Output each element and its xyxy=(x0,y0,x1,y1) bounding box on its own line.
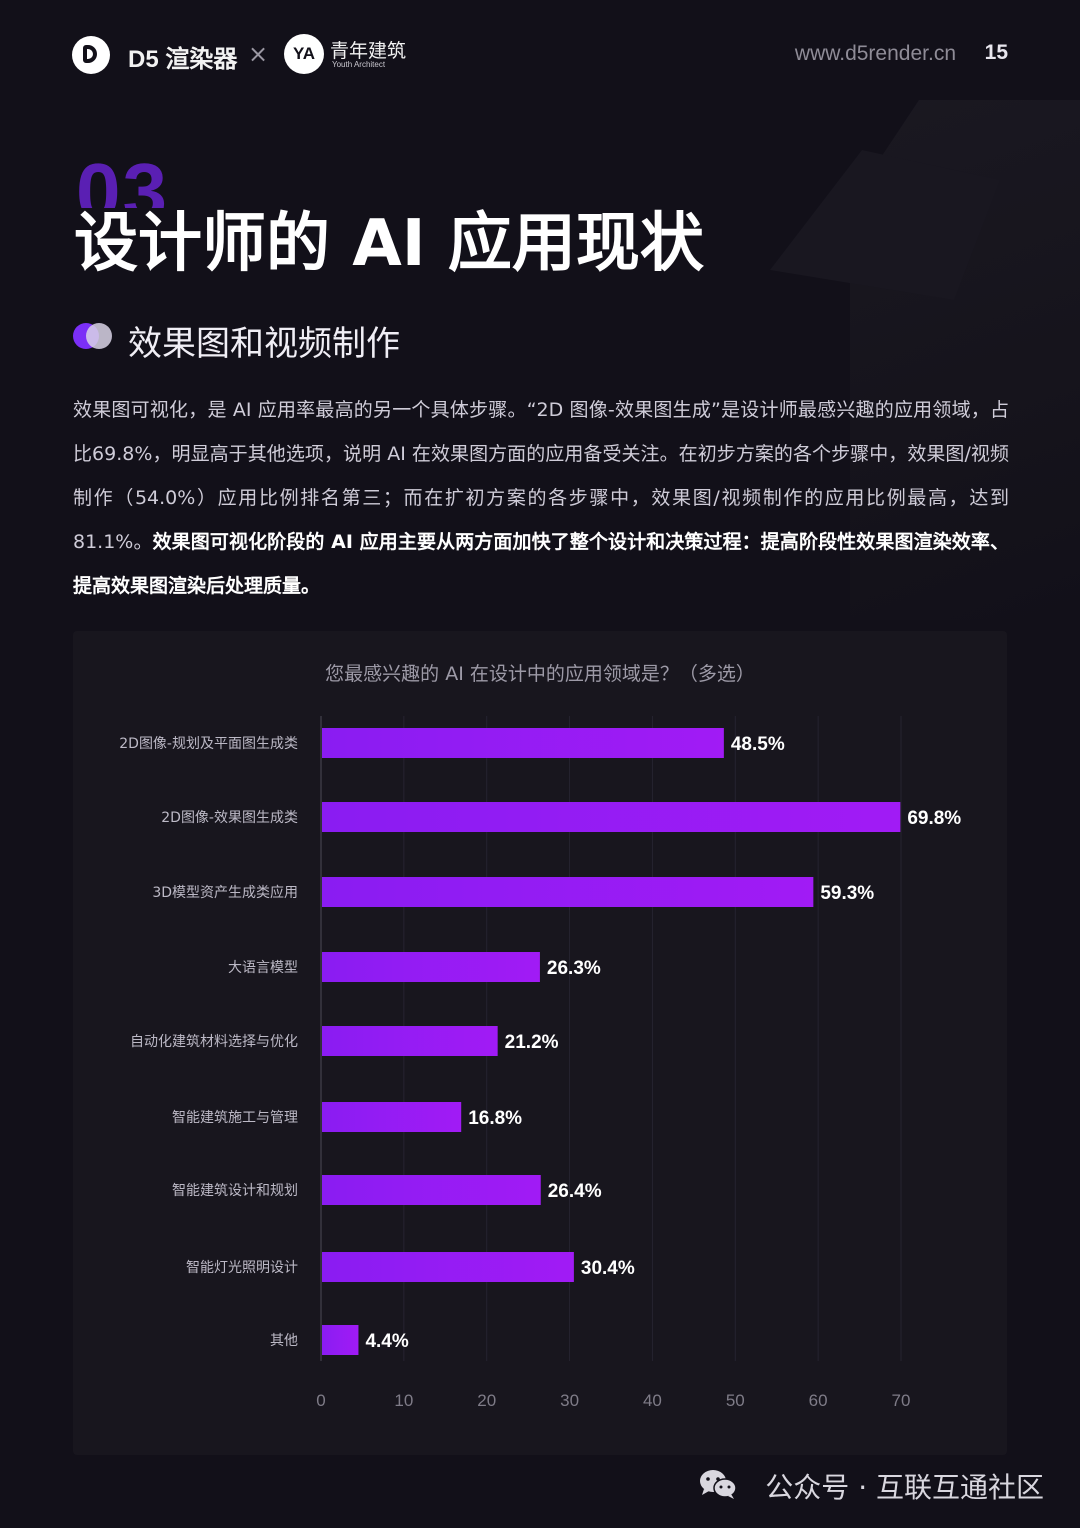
category-label: 2D图像-效果图生成类 xyxy=(161,810,298,826)
x-tick-label: 50 xyxy=(726,1391,745,1410)
value-label: 69.8% xyxy=(907,808,961,829)
value-label: 48.5% xyxy=(731,734,785,755)
chart-card: 您最感兴趣的 AI 在设计中的应用领域是？（多选） 0 10 20 30 40 50 60 7… xyxy=(73,631,1007,1455)
value-label: 4.4% xyxy=(365,1331,408,1352)
bar xyxy=(322,1175,541,1205)
bar xyxy=(322,1026,498,1056)
value-label: 30.4% xyxy=(581,1258,635,1279)
category-label: 智能灯光照明设计 xyxy=(186,1260,298,1276)
category-label: 3D模型资产生成类应用 xyxy=(152,884,298,901)
website-url: www.d5render.cn xyxy=(794,42,956,65)
subtitle-bullet-icon xyxy=(86,323,112,349)
d5-logo-icon xyxy=(72,36,110,74)
paragraph-highlight: 效果图可视化阶段的 AI 应用主要从两方面加快了整个设计和决策过程：提高阶段性效… xyxy=(73,531,1009,597)
wechat-icon xyxy=(700,1470,737,1499)
x-tick-label: 20 xyxy=(477,1391,496,1410)
value-label: 59.3% xyxy=(820,883,874,904)
x-tick-label: 40 xyxy=(643,1391,662,1410)
bar xyxy=(322,802,901,832)
x-tick-label: 60 xyxy=(809,1391,828,1410)
paragraph-text: 效果图可视化，是 AI 应用率最高的另一个具体步骤。“2D 图像-效果图生成”是… xyxy=(73,399,1009,553)
bar xyxy=(322,728,724,758)
value-label: 21.2% xyxy=(505,1032,559,1053)
section-number: 03 xyxy=(76,152,169,208)
bar xyxy=(322,952,540,982)
category-label: 智能建筑设计和规划 xyxy=(172,1183,298,1199)
x-tick-label: 0 xyxy=(316,1391,325,1410)
page-header: D5 渲染器 × YA 青年建筑 Youth Architect www.d5r… xyxy=(72,30,1008,80)
page-number: 15 xyxy=(984,41,1008,64)
category-label: 2D图像-规划及平面图生成类 xyxy=(119,736,298,752)
body-paragraph: 效果图可视化，是 AI 应用率最高的另一个具体步骤。“2D 图像-效果图生成”是… xyxy=(73,388,1009,608)
youth-architect-logo-icon: YA xyxy=(284,34,324,74)
category-label: 智能建筑施工与管理 xyxy=(172,1110,298,1126)
bar-chart: 0 10 20 30 40 50 60 70 2D图像-规划及平面图生成类 48.5% 2D图像-效… xyxy=(119,716,961,1410)
x-tick-label: 10 xyxy=(394,1391,413,1410)
youth-architect-brand-name: 青年建筑 xyxy=(330,40,407,62)
footer-text: 公众号 · 互联互通社区 xyxy=(765,1471,1044,1504)
category-label: 其他 xyxy=(270,1333,298,1349)
bar xyxy=(322,877,814,907)
value-label: 26.4% xyxy=(548,1181,602,1202)
category-label: 大语言模型 xyxy=(228,960,298,976)
value-label: 16.8% xyxy=(468,1108,522,1129)
x-tick-label: 70 xyxy=(892,1391,911,1410)
chart-title: 您最感兴趣的 AI 在设计中的应用领域是？（多选） xyxy=(325,663,755,685)
value-label: 26.3% xyxy=(547,958,601,979)
collaboration-x-icon: × xyxy=(248,40,269,68)
bar xyxy=(322,1252,574,1282)
x-tick-label: 30 xyxy=(560,1391,579,1410)
section-subtitle: 效果图和视频制作 xyxy=(128,324,400,364)
category-label: 自动化建筑材料选择与优化 xyxy=(130,1034,298,1050)
bar xyxy=(322,1325,359,1355)
youth-architect-brand-subtitle: Youth Architect xyxy=(332,60,386,69)
bar xyxy=(322,1102,462,1132)
d5-brand-name: D5 渲染器 xyxy=(128,46,238,73)
page-title: 设计师的 AI 应用现状 xyxy=(74,207,704,281)
